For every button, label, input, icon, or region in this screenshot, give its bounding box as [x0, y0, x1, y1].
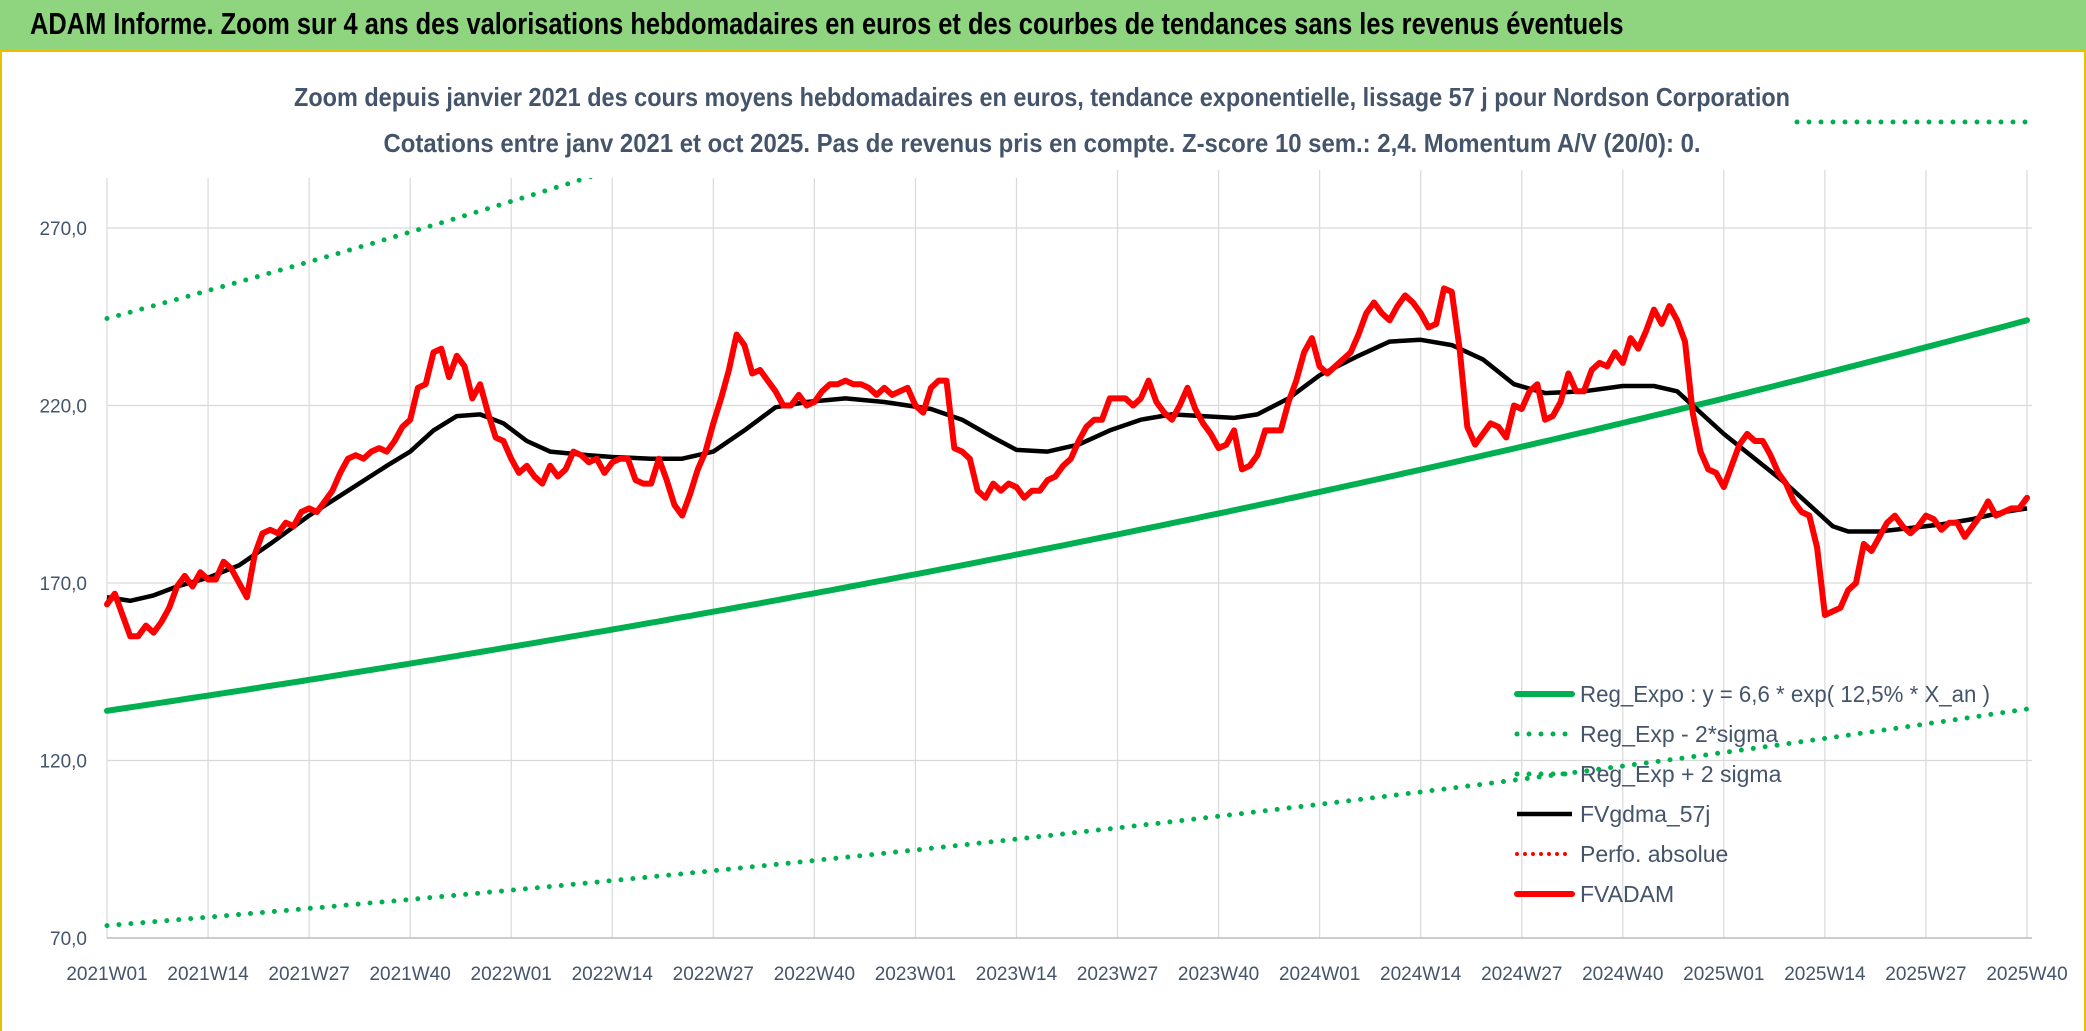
x-tick-label: 2021W14 [167, 964, 249, 985]
series-layer [104, 119, 2033, 929]
banner-title: ADAM Informe. Zoom sur 4 ans des valoris… [30, 6, 1624, 41]
x-tick-label: 2022W27 [673, 964, 754, 985]
chart-frame: Zoom depuis janvier 2021 des cours moyen… [0, 52, 2086, 1031]
x-tick-label: 2022W01 [471, 964, 552, 985]
x-tick-label: 2021W40 [369, 964, 450, 985]
series-line-0 [104, 317, 2030, 714]
x-tick-label: 2025W14 [1784, 964, 1866, 985]
y-tick-label: 220,0 [39, 397, 87, 418]
y-tick-label: 270,0 [39, 219, 87, 240]
x-tick-label: 2021W27 [268, 964, 349, 985]
chart-title: Zoom depuis janvier 2021 des cours moyen… [294, 82, 1790, 112]
x-tick-label: 2023W14 [976, 964, 1058, 985]
x-tick-label: 2023W27 [1077, 964, 1158, 985]
legend-label: Reg_Exp - 2*sigma [1580, 721, 1778, 747]
x-tick-label: 2023W01 [875, 964, 956, 985]
chart-svg: Zoom depuis janvier 2021 des cours moyen… [2, 78, 2068, 985]
x-tick-label: 2025W27 [1885, 964, 1966, 985]
x-tick-label: 2021W01 [66, 964, 147, 985]
y-axis: 270,0 220,0 170,0 120,0 70,0 [39, 219, 87, 950]
x-tick-label: 2025W40 [1986, 964, 2067, 985]
y-tick-label: 70,0 [50, 929, 87, 950]
y-tick-label: 170,0 [39, 574, 87, 595]
x-axis: 2021W01 2021W14 2021W27 2021W40 2022W01 2022W… [66, 937, 2068, 985]
x-tick-label: 2024W40 [1582, 964, 1663, 985]
series-line-5 [104, 285, 2030, 640]
x-tick-label: 2022W40 [774, 964, 855, 985]
header-banner: ADAM Informe. Zoom sur 4 ans des valoris… [0, 0, 2086, 52]
x-tick-label: 2024W27 [1481, 964, 1562, 985]
y-tick-label: 120,0 [39, 752, 87, 773]
x-tick-label: 2024W14 [1380, 964, 1462, 985]
x-tick-label: 2024W01 [1279, 964, 1360, 985]
series-line-3 [106, 337, 2028, 604]
series-line-1 [104, 706, 2030, 929]
legend-label: FVgdma_57j [1580, 801, 1710, 827]
legend-label: Reg_Expo : y = 6,6 * exp( 12,5% * X_an ) [1580, 681, 1990, 707]
x-tick-label: 2023W40 [1178, 964, 1259, 985]
legend-label: FVADAM [1580, 881, 1674, 907]
grid-lines [106, 170, 2032, 939]
x-tick-label: 2022W14 [572, 964, 654, 985]
x-tick-label: 2025W01 [1683, 964, 1764, 985]
title-background [2, 78, 1052, 178]
legend-label: Perfo. absolue [1580, 841, 1728, 867]
legend: Reg_Expo : y = 6,6 * exp( 12,5% * X_an )… [1514, 681, 1990, 907]
legend-label: Reg_Exp + 2 sigma [1580, 761, 1782, 787]
chart-subtitle: Cotations entre janv 2021 et oct 2025. P… [384, 128, 1701, 158]
